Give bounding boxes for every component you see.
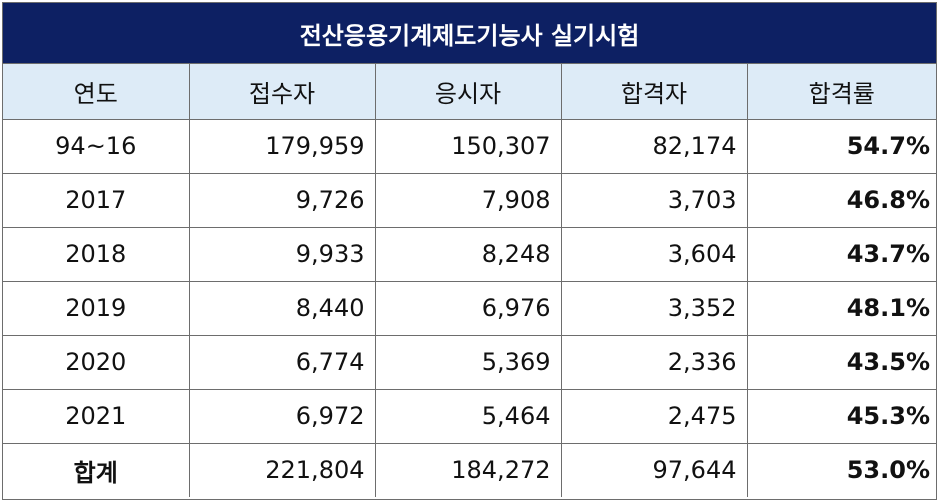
year-cell: 94~16 [3,119,190,174]
table-row: 2020 6,774 5,369 2,336 43.5% [3,334,936,390]
examinees-cell: 5,464 [374,388,562,444]
pass-rate-cell: 43.7% [746,226,936,282]
header-row: 연도 접수자 응시자 합격자 합격률 [3,64,936,120]
table-row: 2017 9,726 7,908 3,703 46.8% [3,172,936,228]
passers-cell: 3,604 [560,226,748,282]
year-cell: 2017 [3,172,190,228]
total-examinees-cell: 184,272 [374,442,562,497]
passers-cell: 3,703 [560,172,748,228]
year-cell: 2018 [3,226,190,282]
pass-rate-cell: 48.1% [746,280,936,336]
table-row: 94~16 179,959 150,307 82,174 54.7% [3,119,936,174]
total-passers-cell: 97,644 [560,442,748,497]
table-row: 2018 9,933 8,248 3,604 43.7% [3,226,936,282]
applicants-cell: 179,959 [188,119,376,174]
passers-cell: 82,174 [560,119,748,174]
passers-cell: 3,352 [560,280,748,336]
table-row: 2019 8,440 6,976 3,352 48.1% [3,280,936,336]
applicants-cell: 6,972 [188,388,376,444]
column-header-year: 연도 [3,64,190,120]
examinees-cell: 5,369 [374,334,562,390]
applicants-cell: 9,933 [188,226,376,282]
year-cell: 2020 [3,334,190,390]
total-row: 합계 221,804 184,272 97,644 53.0% [3,442,936,497]
total-label-cell: 합계 [3,442,190,497]
pass-rate-cell: 43.5% [746,334,936,390]
passers-cell: 2,475 [560,388,748,444]
examinees-cell: 150,307 [374,119,562,174]
column-header-applicants: 접수자 [188,64,376,120]
column-header-pass-rate: 합격률 [746,64,936,120]
column-header-examinees: 응시자 [374,64,562,120]
column-header-passers: 합격자 [560,64,748,120]
applicants-cell: 8,440 [188,280,376,336]
applicants-cell: 6,774 [188,334,376,390]
examinees-cell: 8,248 [374,226,562,282]
total-applicants-cell: 221,804 [188,442,376,497]
exam-statistics-table: 연도 접수자 응시자 합격자 합격률 94~16 179,959 150,307… [3,64,936,497]
pass-rate-cell: 54.7% [746,119,936,174]
table-title: 전산응용기계제도기능사 실기시험 [3,3,936,64]
pass-rate-cell: 46.8% [746,172,936,228]
pass-rate-cell: 45.3% [746,388,936,444]
year-cell: 2021 [3,388,190,444]
year-cell: 2019 [3,280,190,336]
total-pass-rate-cell: 53.0% [746,442,936,497]
examinees-cell: 6,976 [374,280,562,336]
passers-cell: 2,336 [560,334,748,390]
applicants-cell: 9,726 [188,172,376,228]
examinees-cell: 7,908 [374,172,562,228]
table-row: 2021 6,972 5,464 2,475 45.3% [3,388,936,444]
